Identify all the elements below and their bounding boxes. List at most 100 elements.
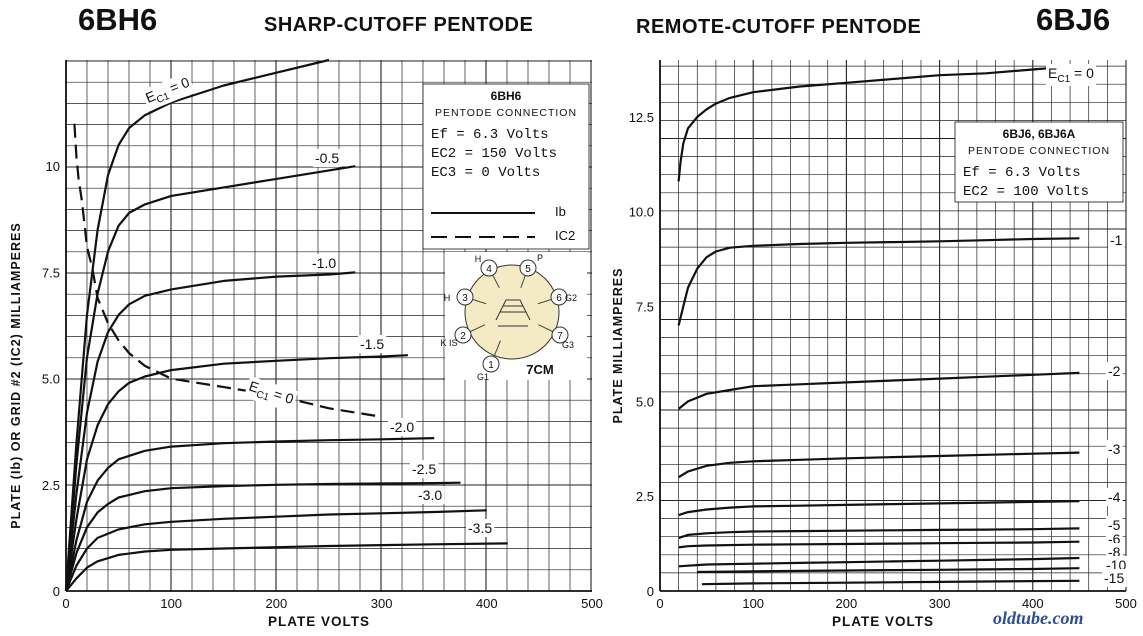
series-label-bg <box>140 72 196 112</box>
legend-frame <box>422 83 590 250</box>
basing-diagram: 1 2 3 4 5 6 7 H P H G2 K IS G3 G1 7CM <box>440 252 587 382</box>
series-line <box>701 579 1080 586</box>
basing-pin <box>482 355 500 373</box>
series-line <box>697 567 1080 574</box>
series-label-bg <box>388 418 417 436</box>
legend-connection: PENTODE CONNECTION <box>435 107 577 119</box>
series-label-bg <box>313 149 342 167</box>
y-tick-label: 12.5 <box>629 110 654 125</box>
x-tick-label: 500 <box>581 596 603 611</box>
basing-pin-label: G2 <box>565 293 577 303</box>
basing-pin <box>551 326 569 344</box>
series-label: -3 <box>1108 441 1121 457</box>
series-label-bg <box>1106 440 1123 458</box>
legend-line: EC2 = 150 Volts <box>431 146 557 162</box>
series-label-bg <box>466 519 495 537</box>
series-label: -2.0 <box>390 419 414 435</box>
series-label-bg <box>358 335 387 353</box>
basing-pin-number: 4 <box>486 264 492 275</box>
basing-pin-number: 1 <box>488 360 494 371</box>
series-label: -1.5 <box>360 336 384 352</box>
series-label-bg <box>410 460 439 478</box>
x-tick-label: 0 <box>656 596 663 611</box>
right-tube-title: 6BJ6 <box>1036 2 1111 37</box>
series-label-bg <box>310 254 339 272</box>
y-axis-label: PLATE (Ib) OR GRID #2 (IC2) MILLIAMPERES <box>9 222 23 528</box>
series-label: EC1 = 0 <box>246 378 296 411</box>
series-line <box>678 451 1080 479</box>
x-axis-label: PLATE VOLTS <box>268 614 370 629</box>
series-label: -1.0 <box>312 255 336 271</box>
basing-pin-number: 3 <box>462 293 468 304</box>
series-label: -5 <box>1108 517 1121 533</box>
basing-pin-label: P <box>537 253 543 263</box>
series-line <box>677 64 1080 182</box>
x-tick-label: 0 <box>62 596 69 611</box>
y-tick-label: 5.0 <box>42 372 60 387</box>
series-label: -0.5 <box>315 150 339 166</box>
series-label-bg <box>1106 362 1123 380</box>
series-line <box>678 556 1080 568</box>
x-tick-label: 100 <box>742 596 764 611</box>
legend-dashed-label: IC2 <box>555 228 575 243</box>
basing-pin-label: K IS <box>440 338 457 348</box>
x-tick-label: 300 <box>929 596 951 611</box>
y-tick-label: 10 <box>46 159 60 174</box>
series-line <box>64 481 461 592</box>
series-label-bg <box>416 486 445 504</box>
series-line <box>64 437 435 592</box>
basing-pin <box>454 326 472 344</box>
x-tick-label: 400 <box>1022 596 1044 611</box>
basing-pin <box>550 288 568 306</box>
basing-pin-label: G1 <box>477 372 489 382</box>
basing-pin-label: H <box>475 254 482 264</box>
basing-pin-number: 6 <box>556 293 562 304</box>
watermark: oldtube.com <box>993 608 1084 628</box>
y-tick-label: 5.0 <box>636 394 654 409</box>
y-tick-label: 7.5 <box>636 300 654 315</box>
basing-pin-number: 5 <box>525 264 531 275</box>
series-label: -3.5 <box>468 520 492 536</box>
legend-connection: PENTODE CONNECTION <box>968 145 1110 157</box>
basing-pin <box>480 259 498 277</box>
legend-tube: 6BH6 <box>491 89 522 103</box>
legend-tube: 6BJ6, 6BJ6A <box>1003 127 1076 141</box>
y-tick-label: 2.5 <box>636 489 654 504</box>
basing-pin-number: 2 <box>460 331 466 342</box>
series-line <box>64 165 356 592</box>
legend-frame <box>954 121 1124 203</box>
legend-solid-label: Ib <box>555 204 566 219</box>
series-label: -2 <box>1108 363 1121 379</box>
series-label: -2.5 <box>412 461 436 477</box>
y-tick-label: 0 <box>647 584 654 599</box>
series-line <box>678 500 1080 517</box>
basing-code: 7CM <box>526 362 553 377</box>
y-tick-label: 0 <box>53 584 60 599</box>
y-tick-label: 2.5 <box>42 478 60 493</box>
series-line <box>64 58 330 592</box>
chart-panel-2: 0 100 200 300 400 500 0 2.5 5.0 7.5 10.0 12.5 PLATE … <box>611 60 1137 629</box>
legend-line: Ef = 6.3 Volts <box>431 127 549 143</box>
series-label-bg <box>1106 488 1123 506</box>
series-line <box>678 527 1080 539</box>
series-line <box>64 271 356 592</box>
x-tick-label: 100 <box>160 596 182 611</box>
right-subtitle: REMOTE-CUTOFF PENTODE <box>636 16 922 38</box>
series-label: -15 <box>1104 570 1124 586</box>
basing-pin <box>456 288 474 306</box>
x-tick-label: 200 <box>836 596 858 611</box>
y-tick-label: 10.0 <box>629 205 654 220</box>
left-subtitle: SHARP-CUTOFF PENTODE <box>264 14 534 36</box>
legend-box: 6BH6 PENTODE CONNECTION Ef = 6.3 Volts EC2 … <box>422 83 590 250</box>
x-tick-label: 200 <box>266 596 288 611</box>
y-axis-label: PLATE MILLIAMPERES <box>611 268 625 424</box>
series-label: -1 <box>1110 232 1123 248</box>
y-tick-label: 7.5 <box>42 265 60 280</box>
series-label-bg <box>1046 64 1097 86</box>
basing-pin-label: G3 <box>562 340 574 350</box>
series-label-bg <box>1106 516 1123 534</box>
series-label: -4 <box>1108 489 1121 505</box>
left-tube-title: 6BH6 <box>78 2 158 37</box>
series-label-bg <box>243 376 299 413</box>
legend-line: EC3 = 0 Volts <box>431 165 540 181</box>
